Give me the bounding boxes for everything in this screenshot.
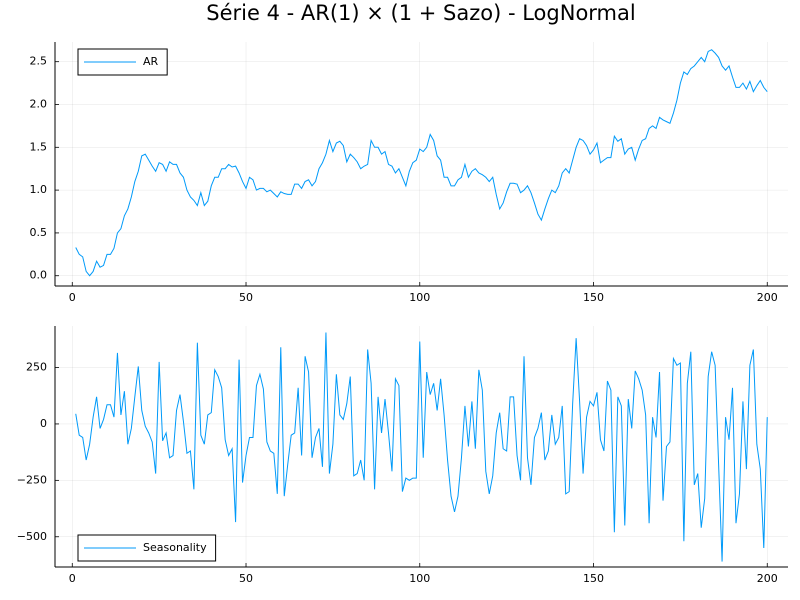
y-tick-label: 0.0 <box>30 269 48 282</box>
x-tick-label: 0 <box>69 572 76 585</box>
x-tick-label: 100 <box>409 291 430 304</box>
x-tick-label: 50 <box>239 291 253 304</box>
x-tick-label: 200 <box>757 572 778 585</box>
y-tick-label: −250 <box>17 473 47 486</box>
legend-label: Seasonality <box>143 541 207 554</box>
x-tick-label: 200 <box>757 291 778 304</box>
y-tick-label: 250 <box>26 361 47 374</box>
y-tick-label: 0.5 <box>30 226 48 239</box>
y-tick-label: 1.5 <box>30 140 48 153</box>
series-line <box>75 49 768 277</box>
y-tick-label: 0 <box>40 417 47 430</box>
y-tick-label: 2.0 <box>30 97 48 110</box>
x-tick-label: 150 <box>583 291 604 304</box>
x-tick-label: 150 <box>583 572 604 585</box>
y-tick-label: 1.0 <box>30 183 48 196</box>
x-tick-label: 50 <box>239 572 253 585</box>
y-tick-label: 2.5 <box>30 55 48 68</box>
x-tick-label: 0 <box>69 291 76 304</box>
x-tick-label: 100 <box>409 572 430 585</box>
chart-title: Série 4 - AR(1) × (1 + Sazo) - LogNormal <box>206 1 635 25</box>
series-line <box>75 332 768 562</box>
legend-label: AR <box>143 55 159 68</box>
y-tick-label: −500 <box>17 530 47 543</box>
